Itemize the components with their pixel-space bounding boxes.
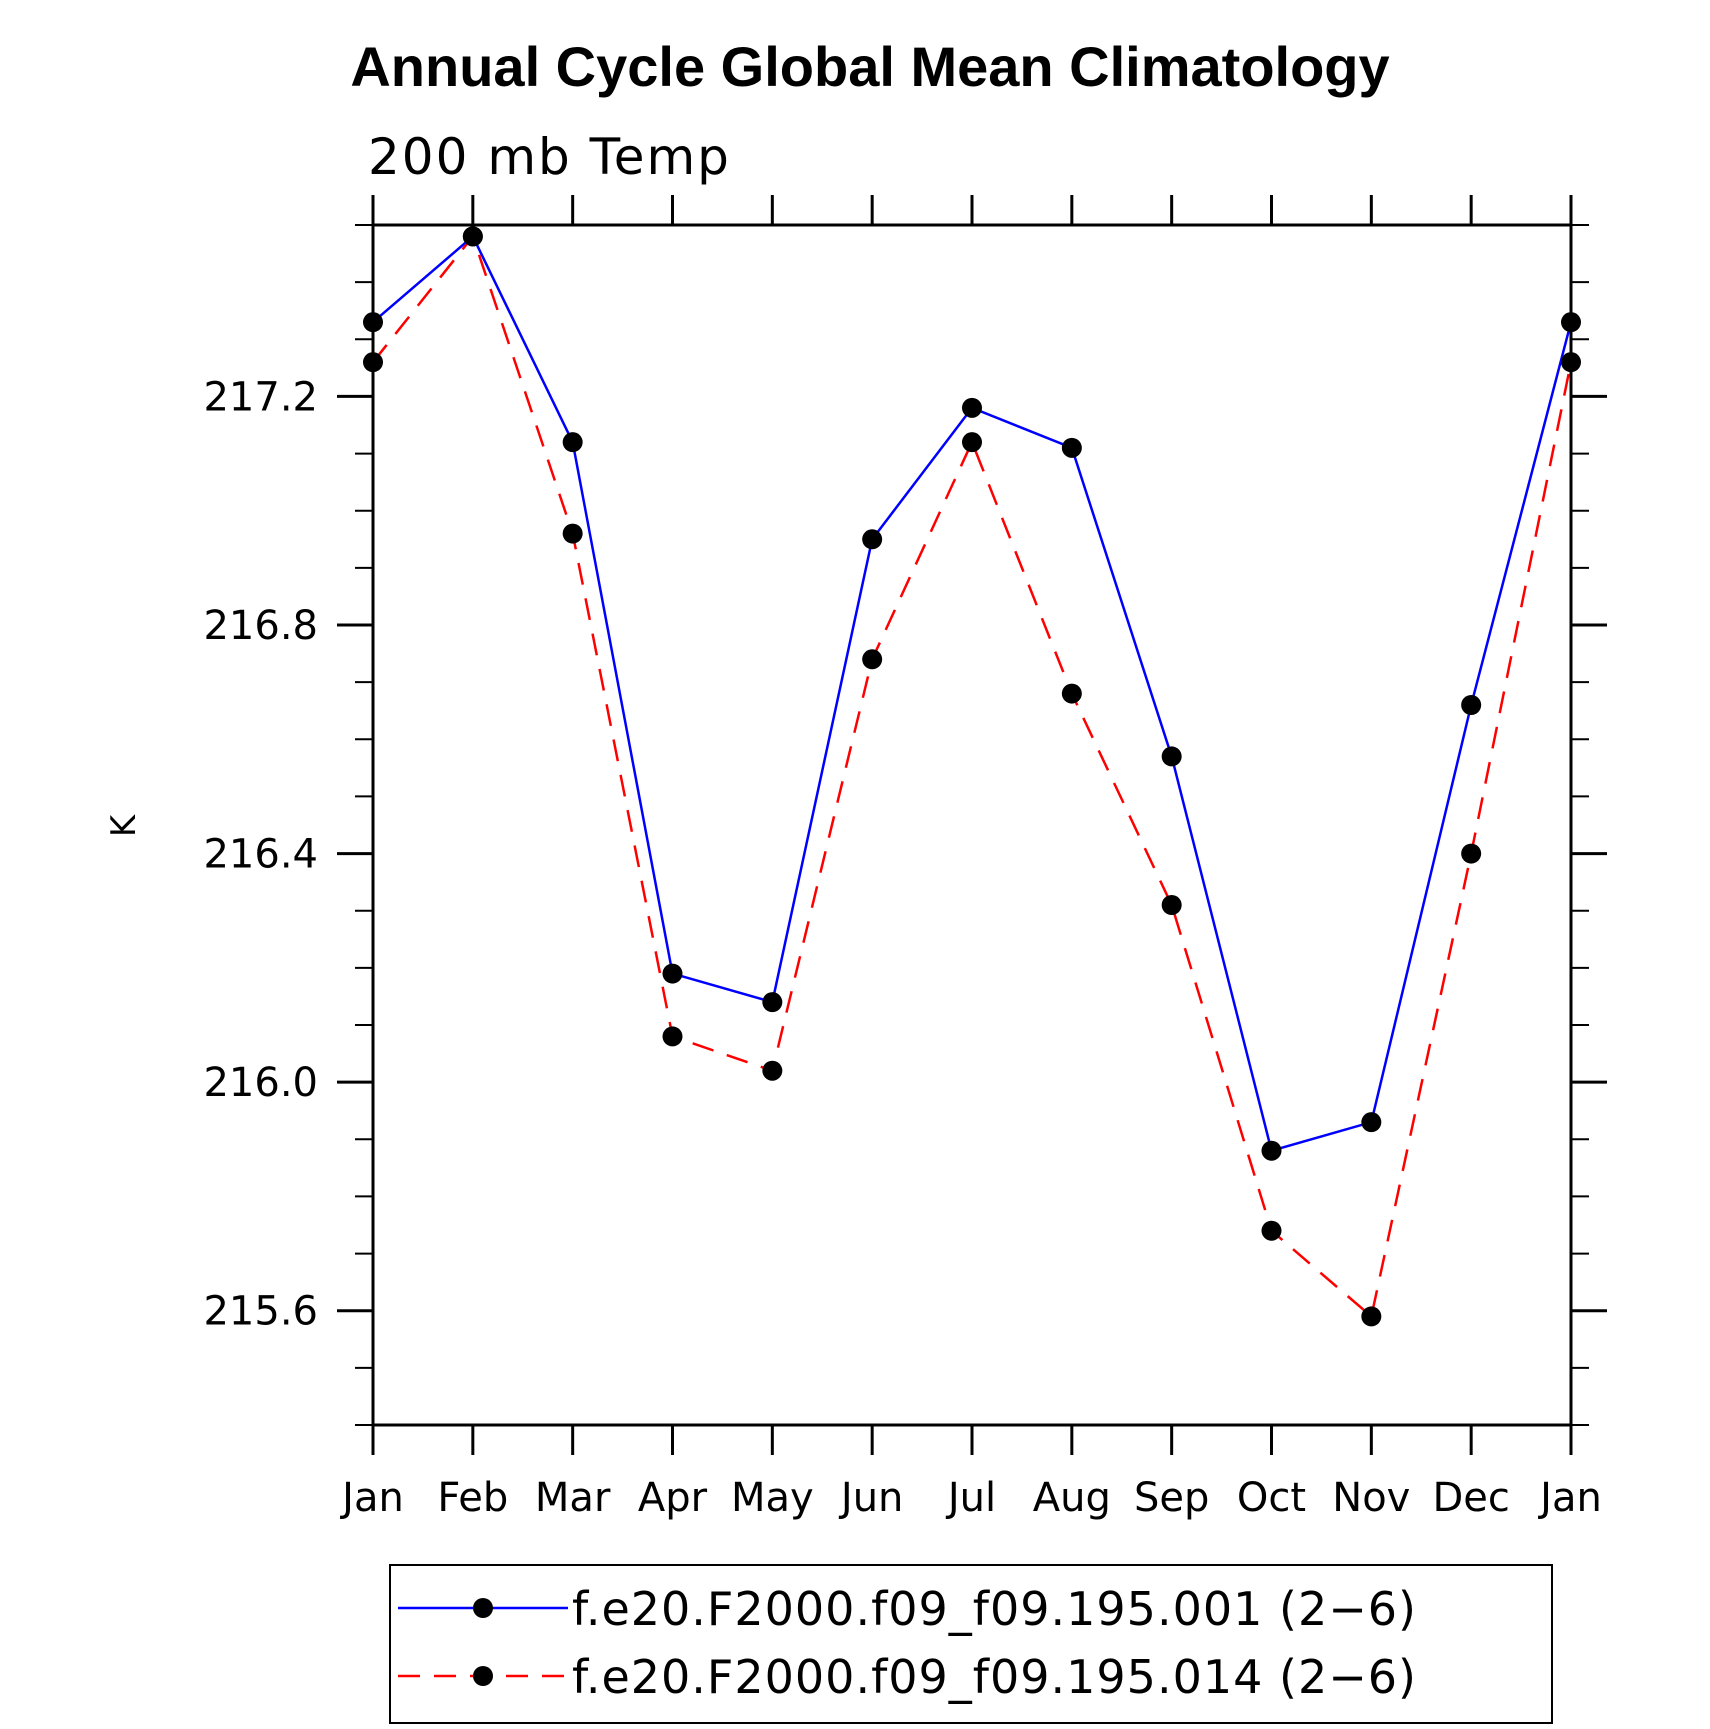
legend-label-1: f.e20.F2000.f09_f09.195.001 (2−6) [572, 1582, 1417, 1636]
series-group [363, 226, 1581, 1327]
data-point [862, 649, 883, 670]
data-point [1161, 746, 1182, 767]
data-point [363, 352, 383, 373]
data-point [1061, 683, 1082, 704]
data-point [662, 963, 683, 984]
chart-subtitle: 200 mb Temp [368, 128, 731, 186]
series-line-1 [372, 234, 1573, 1153]
y-tick-label: 217.2 [203, 374, 318, 420]
x-tick-label: Oct [1237, 1475, 1306, 1521]
x-tick-label: Mar [535, 1475, 611, 1521]
y-axis-label: K [104, 813, 144, 837]
data-point [1361, 1306, 1382, 1327]
x-tick-label: May [731, 1475, 814, 1521]
x-tick-label: Nov [1332, 1475, 1410, 1521]
data-point [562, 432, 583, 453]
data-point [1261, 1140, 1282, 1161]
data-point [762, 1060, 783, 1081]
data-point [862, 529, 883, 550]
x-tick-label: Apr [638, 1475, 708, 1521]
x-tick-label: Feb [437, 1475, 508, 1521]
x-tick-label: Jul [945, 1475, 996, 1521]
legend-marker-1 [473, 1598, 493, 1618]
x-tick-label: Jan [339, 1475, 404, 1521]
data-point [762, 992, 783, 1013]
data-point [1561, 352, 1581, 373]
data-point [1361, 1112, 1382, 1133]
data-point [962, 432, 982, 453]
y-tick-label: 216.8 [203, 603, 318, 649]
data-point [462, 226, 483, 247]
legend-label-2: f.e20.F2000.f09_f09.195.014 (2−6) [572, 1650, 1417, 1704]
data-point [1161, 895, 1182, 915]
y-tick-label: 216.4 [203, 832, 318, 878]
legend-box [389, 1564, 1553, 1724]
axes: Jan Feb Mar Apr May Jun Jul Aug Sep Oct Nov Dec Jan 2… [203, 195, 1607, 1521]
x-tick-label: Jan [1537, 1475, 1602, 1521]
data-point [363, 312, 383, 333]
data-point [662, 1026, 683, 1047]
data-point [962, 397, 982, 418]
data-point [1261, 1220, 1282, 1241]
chart-title: Annual Cycle Global Mean Climatology [350, 35, 1389, 98]
data-point [1561, 312, 1581, 333]
y-tick-label: 215.6 [203, 1289, 318, 1335]
data-point [1461, 843, 1482, 864]
legend-marker-2 [473, 1666, 493, 1686]
x-tick-label: Dec [1432, 1475, 1509, 1521]
y-tick-label: 216.0 [203, 1060, 318, 1106]
data-point [562, 523, 583, 544]
data-point [1061, 437, 1082, 458]
legend: f.e20.F2000.f09_f09.195.001 (2−6) f.e20.F… [389, 1564, 1553, 1724]
x-tick-label: Aug [1033, 1475, 1111, 1521]
x-tick-label: Sep [1134, 1475, 1209, 1521]
data-point [1461, 695, 1482, 715]
x-tick-label: Jun [838, 1475, 904, 1521]
